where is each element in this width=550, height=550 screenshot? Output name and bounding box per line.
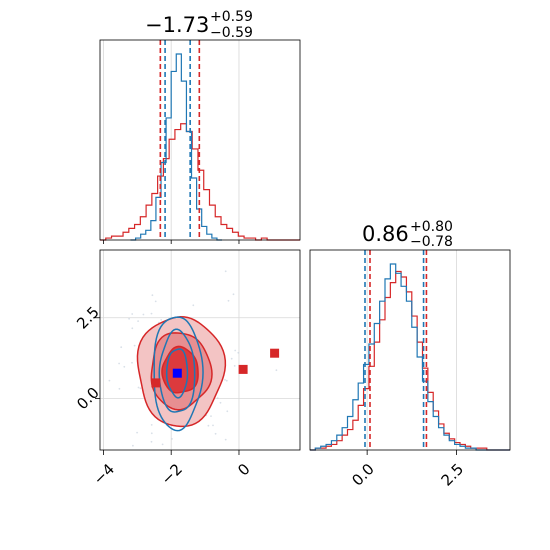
sample-point — [275, 369, 278, 372]
sample-point — [214, 432, 217, 435]
sample-point — [219, 401, 222, 404]
title-param2-plus: +0.80 — [410, 219, 453, 235]
marker-0-2 — [270, 348, 280, 358]
title-param1-plus: +0.59 — [210, 9, 253, 25]
sample-point — [118, 362, 120, 365]
sample-point — [227, 299, 230, 302]
sample-point — [224, 379, 226, 381]
hist-series-param2-0 — [310, 270, 510, 451]
sample-point — [192, 304, 195, 307]
hist-panel-param2-frame — [309, 249, 511, 451]
hist-panel-param1: −1.73 +0.59 −0.59 — [99, 9, 301, 244]
sample-point — [118, 387, 121, 390]
sample-point — [120, 346, 123, 349]
sample-point — [131, 327, 134, 330]
contour-line-red-1 — [150, 332, 213, 411]
contour-line-blue-1 — [158, 328, 196, 413]
sample-point — [210, 415, 212, 417]
sample-point — [237, 351, 240, 354]
x-tick-label-param2-0: 0.0 — [348, 460, 378, 490]
sample-point — [216, 397, 219, 400]
sample-point — [151, 294, 154, 297]
sample-point — [226, 410, 229, 413]
sample-point — [131, 361, 133, 364]
hist-series-param1-0 — [100, 123, 300, 241]
sample-point — [150, 424, 153, 426]
sample-point — [150, 312, 153, 315]
sample-point — [123, 365, 126, 368]
hist-series-param1-1 — [130, 53, 223, 241]
title-param2-minus: −0.78 — [410, 234, 453, 250]
contour-x-tick-label-1: −2 — [158, 460, 186, 488]
sample-point — [108, 379, 111, 382]
sample-point — [161, 443, 164, 446]
sample-point — [225, 379, 228, 382]
sample-point — [224, 270, 227, 273]
sample-point — [150, 432, 153, 435]
contour-line-red-2 — [161, 345, 199, 394]
sample-point — [58, 327, 60, 329]
sample-point — [136, 431, 139, 434]
sample-point — [224, 438, 227, 441]
sample-point — [132, 444, 134, 447]
x-tick-label-param2-1: 2.5 — [438, 460, 468, 490]
title-param1-value: −1.73 — [145, 13, 209, 37]
sample-point — [150, 440, 153, 443]
marker-0-1 — [238, 364, 248, 374]
title-param1-minus: −0.59 — [210, 25, 253, 41]
sample-point — [160, 319, 163, 321]
sample-point — [154, 300, 157, 303]
sample-point — [232, 293, 235, 296]
contour-line-red-0 — [136, 316, 227, 428]
sample-point — [137, 386, 140, 389]
title-param2-value: 0.86 — [362, 222, 409, 246]
sample-point — [233, 365, 236, 367]
sample-point — [133, 344, 136, 347]
sample-point — [128, 317, 131, 320]
sample-point — [230, 357, 233, 360]
contour-x-tick-label-2: 0 — [234, 460, 253, 479]
sample-point — [171, 520, 173, 522]
sample-point — [142, 313, 145, 316]
contour-x-tick-label-0: −4 — [90, 460, 118, 488]
marker-0-0 — [151, 378, 161, 388]
marker-1-0 — [172, 368, 182, 378]
hist-series-param2-1 — [310, 263, 510, 451]
contour-y-tick-label-0: 0.0 — [73, 384, 103, 414]
hist-panel-param1-frame — [99, 39, 301, 241]
contour-line-blue-2 — [165, 348, 189, 399]
sample-point — [139, 387, 142, 390]
sample-point — [207, 424, 210, 427]
sample-point — [131, 313, 134, 315]
hist-panel-param2: 0.0 2.5 0.86 +0.80 −0.78 — [309, 219, 511, 490]
sample-point — [137, 320, 140, 322]
contour-panel-frame — [99, 249, 301, 451]
contour-y-tick-label-1: 2.5 — [73, 303, 103, 333]
contour-line-blue-0 — [153, 316, 204, 432]
sample-point — [171, 438, 173, 440]
sample-point — [212, 424, 214, 427]
contour-panel: −4 −2 0 0.0 2.5 — [58, 249, 301, 522]
sample-point — [234, 349, 237, 352]
